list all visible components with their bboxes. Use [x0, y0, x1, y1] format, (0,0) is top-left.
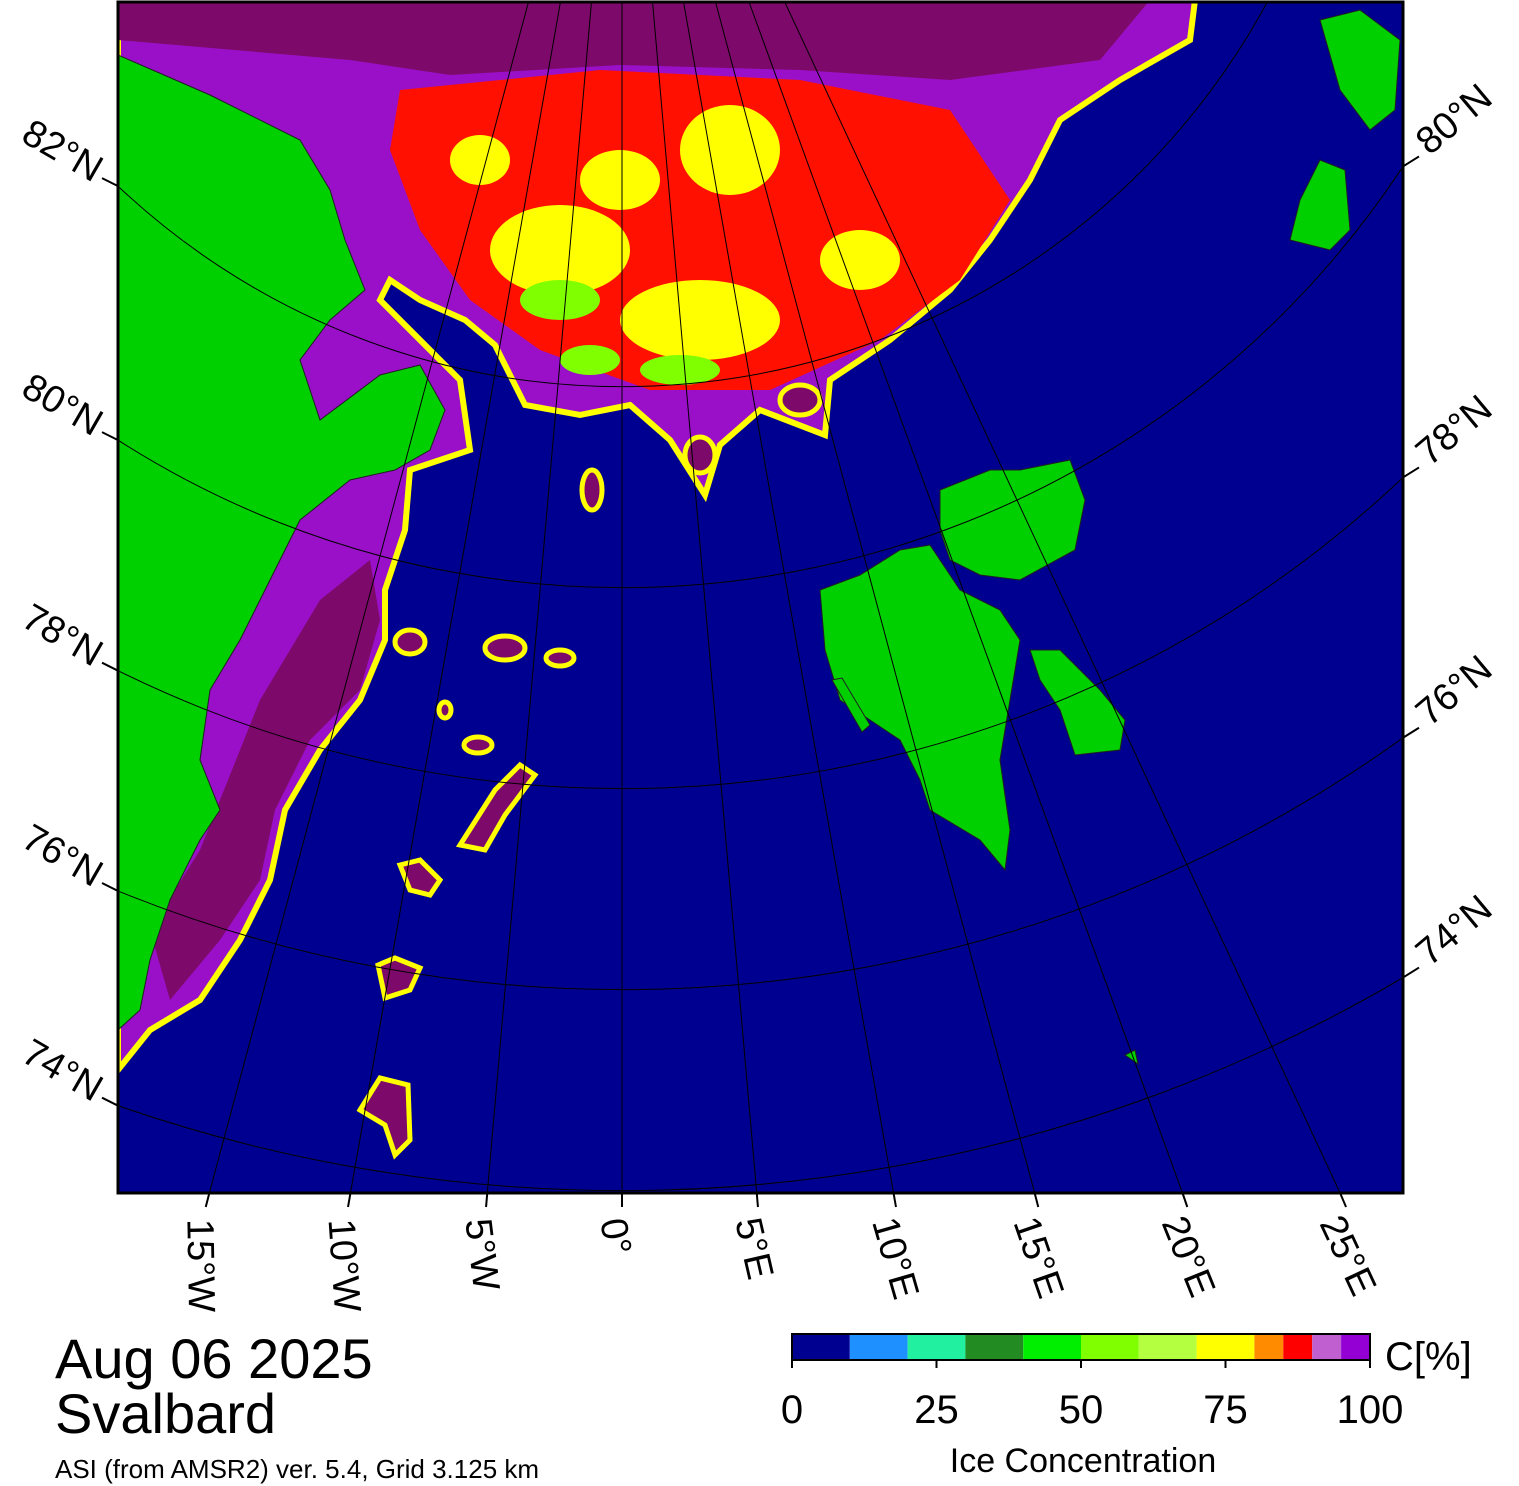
lat-label: 80°N	[15, 366, 110, 445]
meridian	[683, 2, 895, 1193]
meridian	[486, 2, 592, 1193]
colorbar-segment	[1081, 1334, 1139, 1360]
colorbar-segment	[1023, 1334, 1081, 1360]
colorbar-unit: C[%]	[1385, 1335, 1472, 1379]
tick-mark	[347, 1192, 352, 1208]
tick-mark	[1181, 1192, 1189, 1208]
tick-mark	[101, 431, 119, 442]
tick-mark	[1402, 155, 1420, 168]
colorbar-segment	[965, 1334, 1024, 1360]
map	[118, 2, 1403, 1193]
yellow-patches	[450, 105, 900, 360]
lon-label: 10°W	[319, 1217, 367, 1313]
colorbar-segment	[792, 1334, 850, 1360]
colorbar-tick-label: 25	[914, 1388, 959, 1432]
tick-mark	[755, 1192, 759, 1208]
colorbar-tick-label: 100	[1337, 1388, 1404, 1432]
tick-mark	[101, 1096, 119, 1107]
meridian	[652, 2, 758, 1193]
dense-ice	[150, 560, 380, 1000]
graticule	[118, 2, 1403, 1193]
lat-label: 76°N	[1408, 648, 1500, 735]
dense-ice	[118, 2, 1149, 80]
ice-floes	[356, 382, 823, 1160]
meridian	[208, 2, 530, 1193]
lon-label: 25°E	[1311, 1209, 1384, 1302]
green-patches	[520, 280, 720, 385]
colorbar-tick-label: 0	[781, 1388, 803, 1432]
lat-label: 74°N	[1408, 887, 1500, 974]
tick-mark	[1033, 1192, 1040, 1208]
tick-mark	[101, 882, 119, 892]
colorbar-segment	[1196, 1334, 1255, 1360]
lon-label: 20°E	[1153, 1210, 1223, 1303]
lon-label: 5°E	[726, 1214, 781, 1284]
meridian	[784, 2, 1341, 1193]
colorbar-segment	[1312, 1334, 1342, 1360]
lat-label: 76°N	[15, 817, 110, 896]
tick-mark	[1402, 466, 1420, 479]
tick-mark	[1402, 966, 1420, 979]
colorbar-segment	[1341, 1334, 1370, 1360]
colorbar-tick-label: 50	[1059, 1388, 1104, 1432]
lat-label: 80°N	[1408, 76, 1500, 163]
tick-mark	[1339, 1192, 1347, 1208]
colorbar-segment	[1283, 1334, 1313, 1360]
colorbar-title: Ice Concentration	[950, 1442, 1217, 1480]
tick-mark	[485, 1192, 489, 1208]
source: ASI (from AMSR2) ver. 5.4, Grid 3.125 km	[55, 1454, 539, 1484]
lat-label: 78°N	[1408, 387, 1500, 474]
date: Aug 06 2025	[55, 1327, 373, 1390]
lat-label: 82°N	[15, 112, 110, 191]
colorbar-segment	[1138, 1334, 1197, 1360]
tick-mark	[101, 177, 119, 188]
lat-label: 78°N	[15, 596, 110, 675]
lon-label: 15°E	[1005, 1212, 1072, 1304]
tick-mark	[892, 1192, 897, 1208]
region: Svalbard	[55, 1382, 276, 1445]
lon-label: 10°E	[863, 1213, 926, 1304]
map-frame	[116, 0, 1405, 1195]
lon-label: 5°W	[456, 1216, 507, 1293]
colorbar-tick-label: 75	[1203, 1388, 1248, 1432]
meridian	[349, 2, 561, 1193]
greenland	[118, 54, 446, 1031]
colorbar-segment	[907, 1334, 966, 1360]
tick-mark	[1402, 726, 1420, 739]
lon-label: 0°	[591, 1215, 639, 1258]
meridian	[714, 2, 1036, 1193]
lat-label: 74°N	[15, 1031, 110, 1110]
colorbar: 0 25 50 75 100	[781, 1333, 1404, 1432]
svalbard	[819, 9, 1401, 1066]
tick-mark	[204, 1192, 211, 1208]
lon-label: 15°W	[178, 1219, 222, 1313]
colorbar-segment	[1254, 1334, 1284, 1360]
colorbar-segment	[849, 1334, 908, 1360]
tick-mark	[101, 661, 119, 672]
meridian	[748, 2, 1183, 1193]
